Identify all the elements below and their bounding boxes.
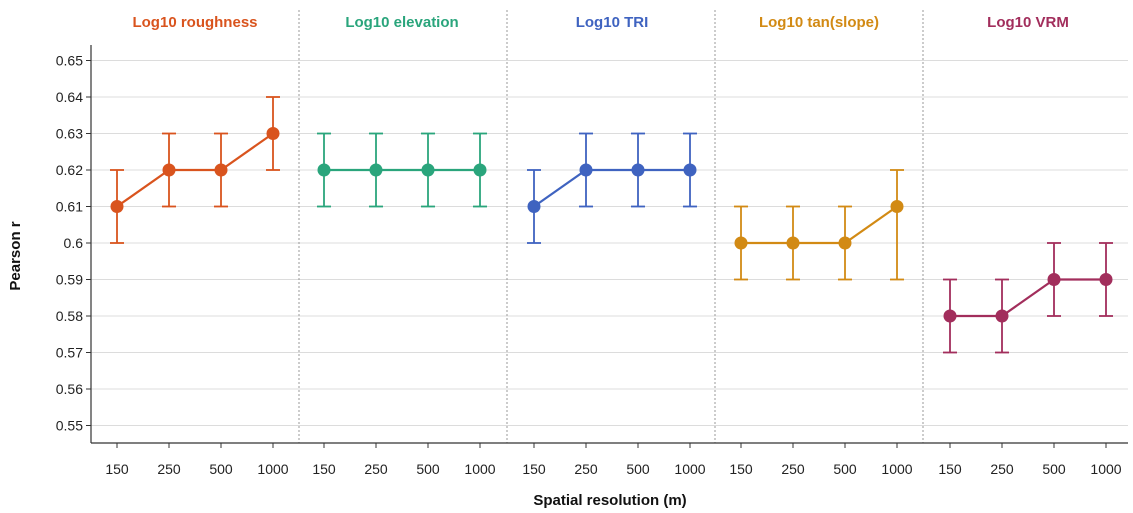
x-tick-label: 250 xyxy=(574,461,598,477)
panel-separators xyxy=(298,10,924,443)
data-point xyxy=(631,163,645,177)
data-point xyxy=(473,163,487,177)
data-point xyxy=(995,309,1009,323)
data-point xyxy=(527,200,541,213)
y-tick-label: 0.63 xyxy=(56,126,83,142)
y-axis-ticks: 0.55 0.56 0.57 0.58 0.59 0.6 0.61 0.62 0.63 0.64 0… xyxy=(56,53,91,434)
y-tick-label: 0.65 xyxy=(56,53,83,69)
data-point xyxy=(266,127,280,140)
panel-2: Log10 elevation 150 250 500 1000 xyxy=(312,14,495,477)
series-line xyxy=(950,278,1106,318)
y-tick-label: 0.55 xyxy=(56,418,83,434)
x-tick-label: 150 xyxy=(938,461,962,477)
data-point xyxy=(786,236,800,250)
y-tick-label: 0.58 xyxy=(56,308,83,324)
x-tick-label: 500 xyxy=(833,461,857,477)
data-point xyxy=(214,163,228,177)
x-tick-label: 500 xyxy=(1042,461,1066,477)
x-tick-label: 250 xyxy=(157,461,181,477)
data-point xyxy=(1047,273,1061,286)
x-tick-label: 250 xyxy=(364,461,388,477)
y-tick-label: 0.57 xyxy=(56,345,83,361)
y-tick-label: 0.6 xyxy=(64,235,84,251)
y-tick-label: 0.61 xyxy=(56,199,83,215)
data-point xyxy=(890,200,904,213)
x-tick-label: 1000 xyxy=(464,461,495,477)
data-point xyxy=(838,236,852,250)
series-line xyxy=(533,168,690,208)
y-tick-label: 0.64 xyxy=(56,89,83,105)
panel-title: Log10 elevation xyxy=(345,14,458,31)
x-tick-label: 150 xyxy=(105,461,129,477)
x-tick-label: 1000 xyxy=(881,461,912,477)
x-tick-label: 1000 xyxy=(257,461,288,477)
x-tick-label: 150 xyxy=(312,461,336,477)
x-tick-label: 500 xyxy=(416,461,440,477)
series-line xyxy=(116,132,274,208)
y-tick-label: 0.56 xyxy=(56,381,83,397)
y-tick-label: 0.59 xyxy=(56,272,83,288)
panel-title: Log10 TRI xyxy=(576,14,649,31)
data-point xyxy=(579,163,593,177)
panel-1: Log10 roughness 150 250 500 1000 xyxy=(105,14,288,477)
x-tick-label: 500 xyxy=(626,461,650,477)
data-point xyxy=(734,236,748,250)
data-point xyxy=(162,163,176,177)
x-tick-label: 500 xyxy=(209,461,233,477)
panel-3: Log10 TRI 150 250 500 1000 xyxy=(522,14,705,477)
data-point xyxy=(1099,273,1113,286)
panel-title: Log10 VRM xyxy=(987,14,1069,31)
axes xyxy=(90,45,1128,444)
x-tick-label: 1000 xyxy=(674,461,705,477)
data-point xyxy=(369,163,383,177)
data-point xyxy=(683,163,697,177)
x-tick-label: 250 xyxy=(781,461,805,477)
data-point xyxy=(317,163,331,177)
panel-5: Log10 VRM 150 250 500 1000 xyxy=(938,14,1121,477)
x-tick-label: 250 xyxy=(990,461,1014,477)
x-tick-label: 1000 xyxy=(1090,461,1121,477)
panel-4: Log10 tan(slope) 150 250 500 1000 xyxy=(729,14,912,477)
y-axis-title: Pearson r xyxy=(7,221,24,290)
data-point xyxy=(110,200,124,213)
gridlines xyxy=(91,60,1128,426)
series-line xyxy=(741,205,898,245)
x-tick-label: 150 xyxy=(729,461,753,477)
data-point xyxy=(421,163,435,177)
x-tick-label: 150 xyxy=(522,461,546,477)
panel-title: Log10 tan(slope) xyxy=(759,14,879,31)
panel-title: Log10 roughness xyxy=(132,14,257,31)
x-axis-title: Spatial resolution (m) xyxy=(533,492,686,509)
data-point xyxy=(943,309,957,323)
y-tick-label: 0.62 xyxy=(56,162,83,178)
